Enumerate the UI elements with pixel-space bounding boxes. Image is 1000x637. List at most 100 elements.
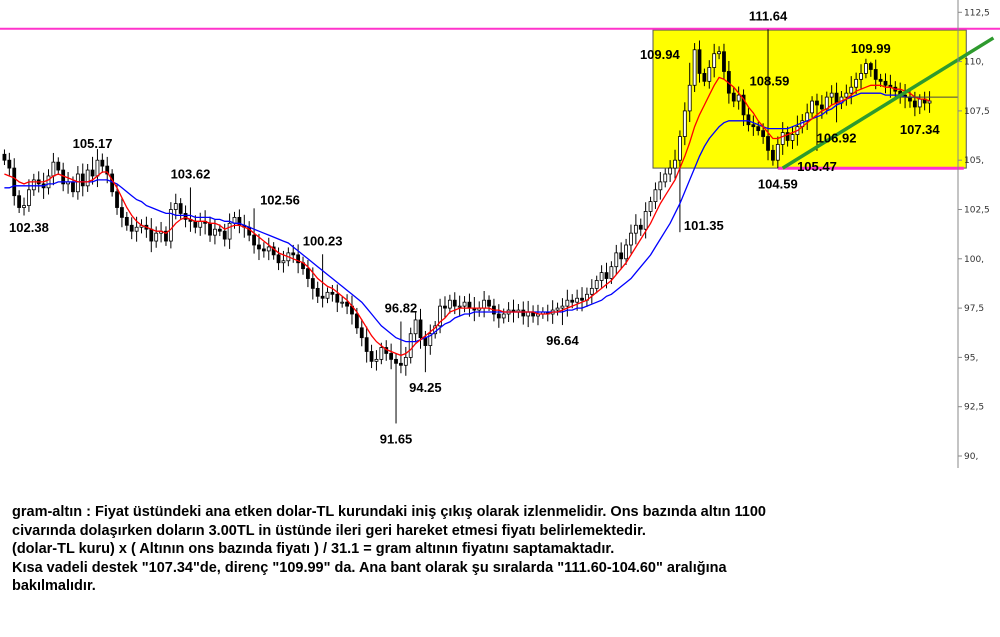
candle-body: [741, 94, 746, 116]
candle-body: [51, 161, 56, 177]
candle-body: [834, 92, 839, 104]
candle-body: [27, 189, 31, 206]
candle-body: [120, 207, 124, 218]
candle-body: [257, 244, 261, 250]
y-tick-label: 90,: [964, 452, 978, 462]
candle-body: [501, 313, 506, 319]
candle-body: [702, 73, 707, 82]
candle-body: [423, 337, 428, 346]
candle-body: [844, 92, 849, 98]
y-tick-label: 112,5: [964, 8, 990, 18]
candle-body: [555, 307, 560, 311]
candle-body: [335, 293, 340, 303]
candle-body: [682, 110, 687, 137]
y-tick-label: 110,: [964, 58, 984, 68]
caption-line-5: bakılmalıdır.: [12, 578, 96, 594]
price-annotation: 96.82: [385, 301, 418, 316]
candle-body: [624, 244, 628, 260]
candle-body: [374, 358, 379, 362]
candle-body: [105, 165, 110, 175]
candle-body: [71, 181, 75, 193]
candle-body: [761, 130, 766, 137]
candle-body: [399, 362, 403, 366]
price-annotation: 91.65: [380, 431, 413, 446]
candle-body: [208, 222, 212, 236]
price-annotation: 108.59: [750, 73, 790, 88]
candle-body: [164, 230, 168, 242]
candle-body: [457, 305, 462, 308]
candle-body: [717, 51, 721, 55]
candle-body: [594, 280, 599, 289]
candle-body: [805, 112, 810, 122]
candle-body: [873, 69, 878, 80]
candle-body: [56, 161, 61, 171]
y-tick-label: 102,5: [964, 206, 990, 216]
candle-body: [785, 132, 790, 141]
candle-body: [261, 248, 266, 252]
candle-body: [565, 299, 570, 307]
candle-body: [751, 124, 756, 128]
candle-body: [756, 126, 761, 132]
candle-body: [496, 313, 501, 319]
candle-body: [712, 53, 717, 68]
candle-body: [482, 299, 487, 309]
caption-line-2: civarında dolaşırken doların 3.00TL in ü…: [12, 522, 646, 539]
y-axis: 112,5 110, 107,5 105, 102,5 100, 97,5 95, 92,5 90…: [957, 0, 990, 468]
candle-body: [859, 73, 863, 80]
candle-body: [80, 173, 85, 187]
price-annotation: 107.34: [900, 122, 941, 137]
price-annotation: 103.62: [171, 166, 211, 181]
candle-body: [692, 49, 697, 86]
candle-body: [403, 356, 408, 366]
candle-body: [629, 232, 633, 246]
candle-body: [310, 278, 315, 289]
price-annotation: 109.99: [851, 41, 891, 56]
candle-body: [438, 305, 442, 327]
candle-body: [648, 201, 653, 212]
y-tick-label: 92,5: [964, 403, 984, 413]
candle-body: [638, 224, 643, 230]
candle-body: [222, 230, 227, 240]
candle-body: [609, 266, 614, 279]
candle-body: [17, 195, 22, 208]
candle-body: [100, 159, 105, 167]
candle-body: [354, 313, 359, 329]
candle-body: [580, 297, 584, 301]
price-annotation: 106.92: [817, 130, 857, 145]
candle-body: [467, 301, 472, 309]
y-tick-label: 95,: [964, 353, 978, 363]
candle-body: [46, 175, 51, 189]
candle-body: [95, 159, 100, 177]
candle-body: [227, 222, 232, 240]
price-annotation: 101.35: [684, 218, 724, 233]
candle-body: [653, 189, 658, 203]
annotations: 111.64 109.94 108.59 109.99 107.34 106.92 105.…: [9, 8, 940, 446]
candle-body: [633, 224, 638, 234]
ma-long-line: [4, 92, 920, 343]
price-annotation: 105.17: [73, 136, 113, 151]
candle-body: [462, 301, 467, 307]
candle-body: [364, 337, 369, 352]
price-annotation: 102.56: [260, 192, 300, 207]
candle-body: [413, 319, 418, 335]
candle-body: [658, 181, 663, 191]
candle-body: [927, 100, 932, 104]
candle-body: [394, 358, 398, 364]
candle-body: [266, 246, 271, 252]
candle-body: [487, 299, 491, 307]
price-annotation: 104.59: [758, 176, 798, 191]
candle-body: [849, 86, 854, 94]
candle-body: [134, 226, 139, 232]
candle-body: [575, 297, 580, 303]
candle-body: [707, 67, 712, 82]
price-annotation: 102.38: [9, 220, 49, 235]
candle-body: [359, 327, 364, 339]
candle-body: [7, 159, 12, 169]
candle-body: [824, 96, 829, 110]
candle-body: [766, 136, 770, 151]
price-annotation: 111.64: [749, 8, 788, 23]
candle-body: [521, 309, 526, 317]
candle-body: [663, 173, 668, 183]
candle-body: [252, 234, 256, 246]
candle-body: [198, 220, 203, 228]
